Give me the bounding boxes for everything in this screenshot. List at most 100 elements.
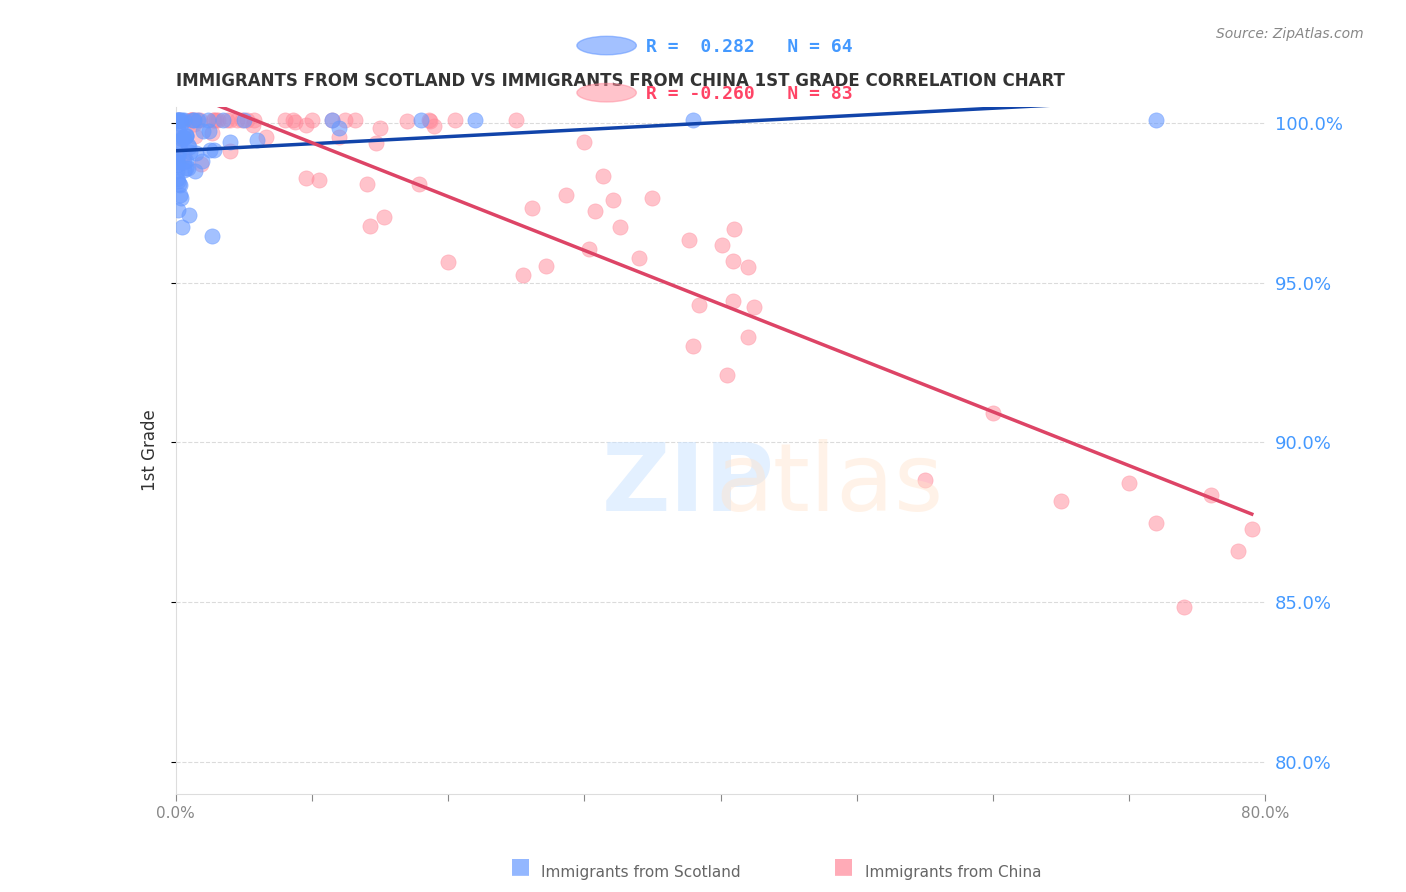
Point — [408, 177, 430, 191]
Point — [167, 122, 190, 136]
Point — [721, 254, 744, 268]
Point — [1173, 600, 1195, 615]
Point — [321, 112, 343, 127]
Point — [1227, 544, 1250, 558]
Point — [177, 137, 200, 152]
Point — [981, 406, 1004, 420]
Point — [242, 118, 264, 132]
Point — [284, 115, 307, 129]
Text: ■: ■ — [834, 856, 853, 876]
Point — [368, 121, 391, 136]
Point — [512, 268, 534, 282]
Point — [373, 210, 395, 224]
Point — [173, 155, 195, 169]
Point — [173, 112, 195, 127]
Point — [219, 145, 242, 159]
Point — [166, 131, 188, 145]
Point — [219, 135, 242, 149]
Point — [174, 129, 197, 144]
Point — [204, 112, 226, 127]
Point — [190, 157, 212, 171]
Point — [628, 251, 651, 265]
Point — [166, 112, 188, 127]
Point — [1144, 516, 1167, 531]
Point — [602, 193, 624, 207]
Text: Immigrants from Scotland: Immigrants from Scotland — [541, 865, 741, 880]
Point — [166, 155, 188, 169]
Point — [183, 117, 205, 131]
Point — [721, 293, 744, 308]
Point — [308, 173, 330, 187]
Point — [207, 112, 229, 127]
Point — [191, 124, 214, 138]
Point — [231, 112, 253, 127]
Point — [184, 128, 207, 143]
Point — [169, 112, 191, 127]
Point — [180, 112, 202, 127]
Point — [364, 136, 387, 151]
Point — [1199, 488, 1222, 502]
Point — [536, 259, 558, 273]
Point — [202, 112, 225, 127]
Circle shape — [576, 37, 637, 54]
Point — [418, 112, 440, 127]
Point — [174, 153, 197, 168]
Text: Source: ZipAtlas.com: Source: ZipAtlas.com — [1216, 27, 1364, 41]
Point — [173, 131, 195, 145]
Point — [294, 118, 316, 132]
Point — [167, 112, 190, 127]
Point — [170, 117, 193, 131]
Point — [212, 112, 235, 127]
Point — [554, 188, 576, 202]
Text: ■: ■ — [510, 856, 530, 876]
Point — [574, 135, 596, 149]
Point — [1144, 112, 1167, 127]
Point — [609, 219, 631, 234]
Point — [437, 255, 460, 269]
Point — [173, 163, 195, 178]
Point — [335, 112, 357, 127]
Point — [166, 148, 188, 162]
Point — [179, 145, 201, 159]
Point — [170, 131, 193, 145]
Point — [172, 130, 194, 145]
Point — [737, 260, 759, 275]
Point — [235, 112, 257, 127]
Point — [343, 112, 366, 127]
Point — [219, 112, 242, 127]
Point — [723, 222, 745, 236]
Point — [464, 112, 486, 127]
Text: atlas: atlas — [716, 439, 943, 531]
Point — [356, 177, 378, 191]
Y-axis label: 1st Grade: 1st Grade — [141, 409, 159, 491]
Text: Immigrants from China: Immigrants from China — [865, 865, 1042, 880]
Point — [167, 112, 190, 127]
Point — [183, 112, 205, 127]
Point — [742, 300, 765, 314]
Point — [187, 112, 209, 127]
Point — [166, 134, 188, 148]
Point — [409, 112, 432, 127]
Point — [166, 158, 188, 172]
Point — [254, 130, 277, 145]
Point — [321, 112, 343, 127]
Point — [395, 114, 418, 128]
Point — [191, 154, 214, 169]
Point — [166, 153, 188, 168]
Point — [215, 112, 238, 127]
Point — [1118, 476, 1140, 491]
Point — [179, 140, 201, 154]
Point — [710, 238, 733, 252]
Text: IMMIGRANTS FROM SCOTLAND VS IMMIGRANTS FROM CHINA 1ST GRADE CORRELATION CHART: IMMIGRANTS FROM SCOTLAND VS IMMIGRANTS F… — [176, 72, 1064, 90]
Point — [183, 112, 205, 127]
Point — [167, 127, 190, 141]
Point — [201, 126, 224, 140]
Point — [169, 188, 191, 202]
Point — [167, 112, 190, 127]
Circle shape — [576, 84, 637, 102]
Text: ZIP: ZIP — [602, 439, 775, 531]
Point — [174, 128, 197, 143]
Point — [232, 112, 254, 127]
Point — [186, 146, 208, 161]
Point — [419, 113, 441, 128]
